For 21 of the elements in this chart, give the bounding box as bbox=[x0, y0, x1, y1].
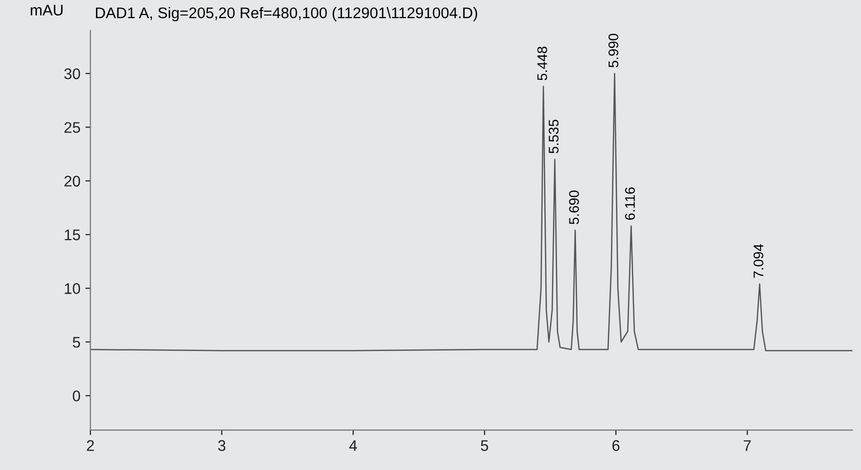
annotation: 7.094 bbox=[754, 244, 764, 278]
y-tick-label: 10 bbox=[64, 283, 80, 294]
x-tick-label: 4 bbox=[349, 440, 357, 451]
annotation: 6.116 bbox=[625, 187, 635, 220]
x-tick-label: 5 bbox=[480, 440, 488, 451]
y-axis-title: mAU bbox=[30, 4, 63, 16]
y-tick-label: 5 bbox=[72, 337, 80, 348]
x-tick-label: 6 bbox=[612, 440, 620, 451]
annotation: 5.535 bbox=[548, 120, 559, 154]
x-tick-label: 2 bbox=[86, 440, 94, 451]
y-tick-label: 0 bbox=[72, 390, 80, 402]
annotation: 5.448 bbox=[537, 46, 548, 80]
annotation: 5.990 bbox=[608, 34, 618, 68]
y-tick-label: 30 bbox=[64, 68, 80, 80]
y-tick-label: 15 bbox=[64, 230, 80, 240]
x-tick-label: 3 bbox=[218, 440, 226, 451]
chart-title: DAD1 A, Sig=205,20 Ref=480,100 (112901\11291004.D) bbox=[96, 7, 478, 22]
y-tick-label: 25 bbox=[64, 122, 80, 133]
y-tick-label: 20 bbox=[64, 176, 80, 187]
x-tick-label: 7 bbox=[744, 440, 751, 451]
annotation: 5.690 bbox=[569, 190, 579, 224]
